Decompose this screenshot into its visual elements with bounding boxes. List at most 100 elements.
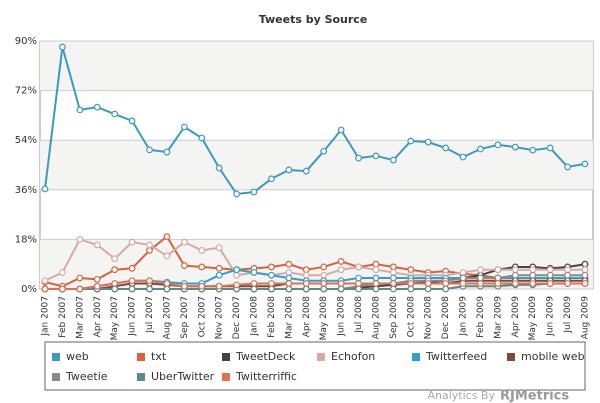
data-point [564,271,571,279]
data-point [459,274,467,282]
data-point [41,285,49,293]
data-point [581,271,589,279]
footer-brand: RJMetrics [500,389,569,403]
legend-label: UberTwitter [151,370,215,383]
x-tick-label: Mar 2008 [284,296,294,339]
x-tick-label: Jul 2009 [563,296,573,334]
data-point [459,269,467,276]
data-point [529,280,537,287]
data-point [111,110,119,118]
x-tick-label: Apr 2007 [93,296,103,337]
data-point [355,280,362,287]
data-point [215,264,223,272]
data-point [163,233,171,241]
data-point [163,280,171,287]
data-point [372,274,380,282]
data-point [442,144,450,152]
data-point [372,266,380,274]
data-point [268,285,275,293]
data-point [268,271,275,279]
legend-swatch [412,353,420,361]
data-point [198,247,206,254]
data-point [302,167,310,175]
data-point [268,175,275,183]
data-point [477,266,484,274]
x-tick-label: Jan 2009 [459,296,469,337]
data-point [76,235,84,243]
data-point [320,285,328,293]
data-point [389,274,397,282]
data-point [198,282,206,290]
data-point [128,285,136,293]
x-tick-label: Aug 2009 [581,296,591,340]
y-tick-label: 72% [15,86,37,97]
data-point [320,271,328,279]
data-point [76,285,84,293]
x-tick-label: Aug 2008 [371,296,381,340]
x-tick-label: Jul 2007 [145,296,155,334]
data-point [546,280,554,287]
data-point [459,153,467,161]
y-tick-label: 90% [15,36,37,47]
x-tick-label: Sep 2008 [389,296,399,339]
data-point [320,280,328,287]
data-point [111,255,119,263]
x-tick-label: Dec 2008 [441,296,451,339]
x-tick-label: May 2008 [319,296,329,341]
data-point [337,285,345,293]
data-point [198,263,206,271]
x-tick-label: Jan 2008 [250,296,260,337]
data-point [268,263,275,271]
data-point [407,280,415,287]
data-point [215,244,223,252]
data-point [511,266,519,274]
y-tick-label: 54% [15,135,37,146]
data-point [389,269,397,276]
data-point [215,164,223,172]
data-point [215,271,223,279]
y-tick-label: 36% [15,185,37,196]
data-point [250,188,258,196]
data-point [250,269,258,276]
x-tick-label: Oct 2007 [197,296,207,337]
data-point [180,282,188,290]
x-tick-label: Feb 2007 [58,296,68,338]
legend-swatch [222,353,230,361]
data-point [372,280,380,287]
data-point [529,146,537,154]
x-tick-label: Nov 2007 [215,296,225,339]
footer-prefix: Analytics By [427,389,495,402]
data-point [268,280,275,287]
data-point [355,263,362,271]
data-point [76,274,84,282]
data-point [128,264,136,272]
data-point [511,143,519,151]
data-point [198,134,206,142]
x-tick-label: Jun 2008 [337,296,347,337]
data-point [477,145,484,153]
chart-title: Tweets by Source [259,13,368,26]
x-tick-label: Feb 2008 [267,296,277,338]
legend-label: Twitterriffic [235,370,297,383]
x-tick-label: Apr 2009 [511,296,521,338]
legend-label: Twitterfeed [425,350,487,363]
data-point [372,285,380,293]
legend-swatch [52,373,60,381]
grid-band [40,41,593,91]
data-point [389,263,397,271]
data-point [337,258,345,265]
data-point [41,185,49,193]
x-tick-label: Jun 2009 [546,296,556,337]
data-point [407,285,415,293]
data-point [355,154,362,162]
x-tick-label: Jul 2008 [354,296,364,334]
data-point [146,277,153,285]
data-point [581,266,589,274]
legend-label: txt [151,350,167,363]
legend-swatch [317,353,325,361]
data-point [128,117,136,125]
data-point [285,166,293,174]
x-tick-label: Sep 2007 [180,296,190,339]
data-point [529,266,537,274]
data-point [250,280,258,287]
